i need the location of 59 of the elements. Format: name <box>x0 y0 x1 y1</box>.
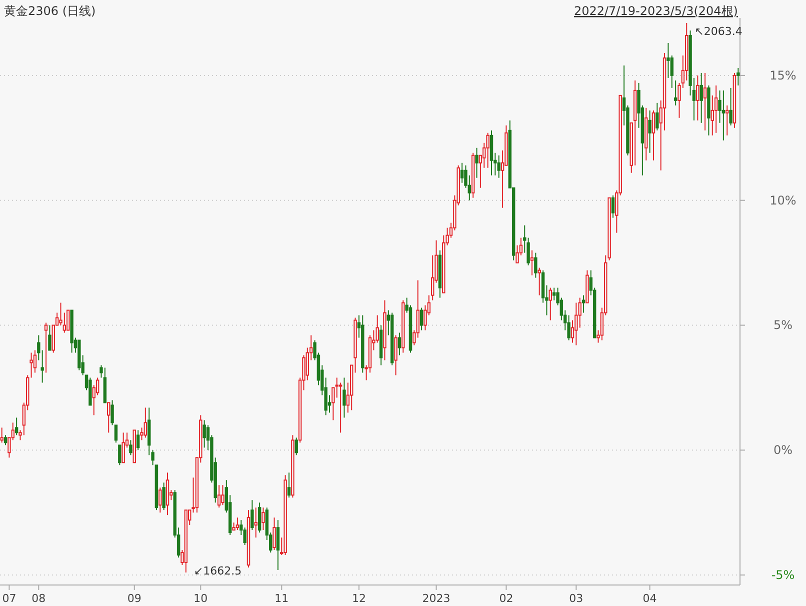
candlestick <box>574 302 578 346</box>
candlestick <box>383 300 386 361</box>
y-tick-label: 5% <box>773 318 793 332</box>
candlestick <box>722 90 726 141</box>
candlestick <box>685 22 688 81</box>
candlestick <box>33 350 37 374</box>
candlestick <box>424 304 427 331</box>
x-tick-label: 09 <box>127 592 142 605</box>
x-tick-label: 12 <box>352 592 366 605</box>
x-tick-label: 10 <box>194 592 208 605</box>
candlestick <box>718 90 722 124</box>
candlestick <box>398 332 402 356</box>
x-tick-label: 03 <box>569 592 584 605</box>
candlestick <box>30 352 33 378</box>
candlestick <box>276 520 280 571</box>
candlestick <box>262 507 265 531</box>
candlestick <box>644 107 648 161</box>
candlestick <box>490 130 494 176</box>
candlestick <box>530 250 534 276</box>
candlestick <box>534 252 538 278</box>
x-tick-label: 2023 <box>422 592 450 605</box>
candlestick <box>648 110 652 154</box>
chart-title: 黄金2306 (日线) <box>4 4 96 18</box>
candlestick <box>306 347 310 381</box>
x-tick-label: 07 <box>2 592 16 605</box>
candlestick <box>342 377 346 418</box>
chart-subtitle: 2022/7/19-2023/5/3(204根) <box>574 4 738 18</box>
annotation: ↖2063.4 <box>694 24 742 38</box>
candlestick <box>379 324 383 366</box>
x-tick-label: 11 <box>274 592 289 605</box>
candlestick <box>736 67 740 86</box>
y-tick-label: 10% <box>770 193 796 208</box>
candlestick <box>460 162 464 184</box>
candlestick <box>666 42 670 78</box>
candlestick <box>700 72 703 124</box>
y-tick-label: -5% <box>771 568 795 582</box>
candlestick <box>497 154 500 178</box>
candlestick <box>703 72 707 131</box>
candlestick <box>438 250 442 298</box>
x-tick-label: 04 <box>642 592 657 605</box>
candlestick <box>710 94 714 136</box>
candlestick <box>714 84 718 134</box>
candlestick <box>202 420 206 448</box>
candlestick <box>726 104 729 136</box>
candlestick <box>254 507 258 538</box>
candlestick <box>552 287 556 301</box>
x-tick-label: 08 <box>32 592 46 605</box>
candlestick <box>674 80 678 106</box>
candlestick <box>696 74 700 121</box>
candlestick <box>430 254 434 301</box>
candlestick <box>475 147 478 178</box>
candlestick <box>662 52 666 131</box>
candlestick <box>633 80 637 166</box>
y-tick-label: 15% <box>770 68 796 82</box>
candlestick <box>166 472 170 516</box>
annotation: ↙1662.5 <box>194 564 242 578</box>
y-tick-label: 0% <box>773 443 793 458</box>
x-tick-label: 02 <box>499 592 514 605</box>
candlestick <box>361 314 364 374</box>
